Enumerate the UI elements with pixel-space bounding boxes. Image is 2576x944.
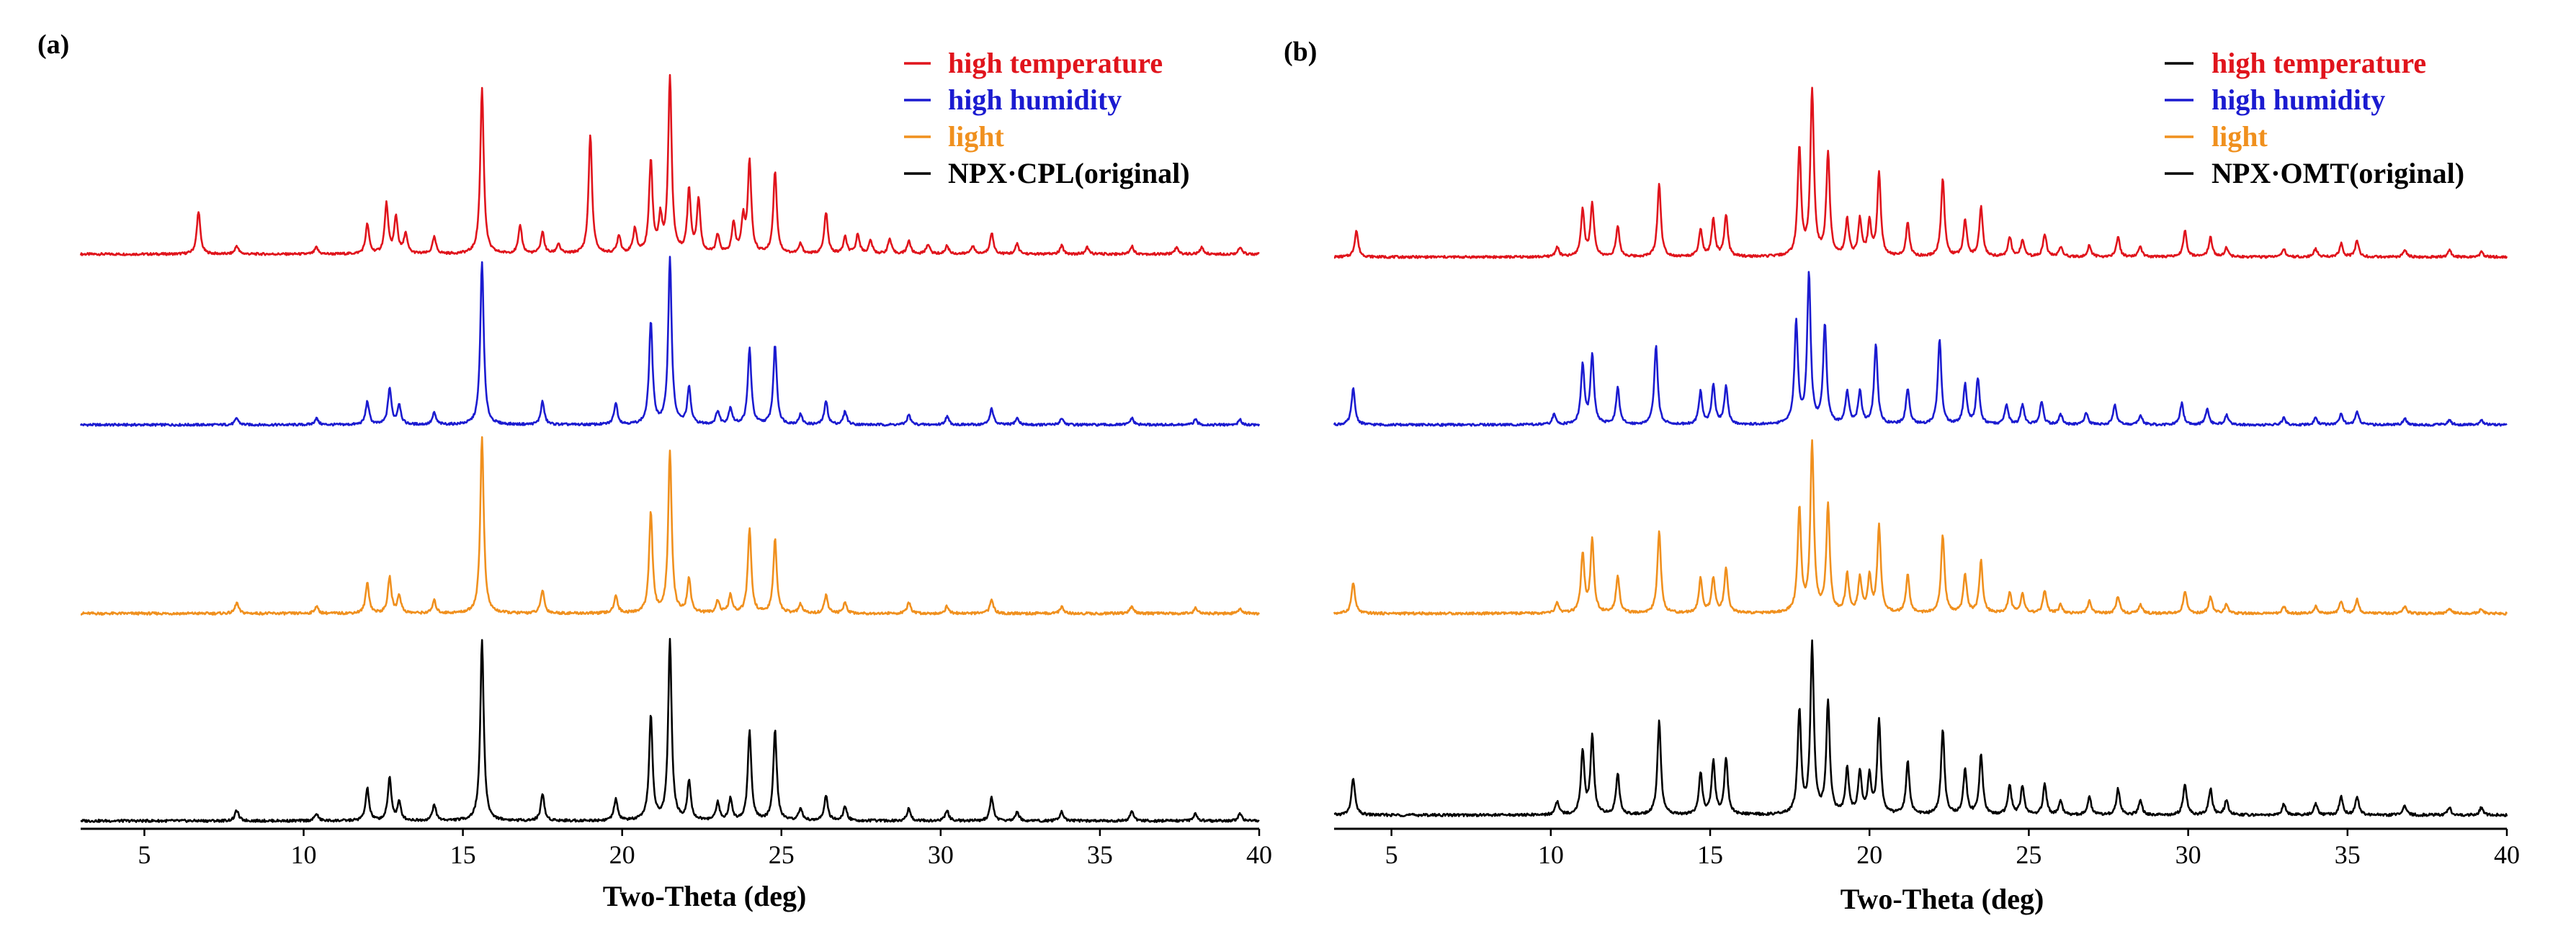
panel-b-x-axis: 5 10 15 20 25 30 35 40 [1334, 827, 2520, 869]
series-light-line [80, 436, 1261, 616]
x-tick-label: 20 [1856, 840, 1882, 869]
x-tick-label: 35 [2335, 840, 2361, 869]
legend-label: light [2211, 120, 2268, 153]
legend-label: high humidity [2211, 84, 2385, 116]
x-tick-label: 15 [1697, 840, 1723, 869]
x-tick-label: 30 [928, 840, 954, 869]
x-tick-label: 35 [1087, 840, 1113, 869]
x-tick-label: 5 [138, 840, 151, 869]
x-tick-label: 40 [1246, 840, 1272, 869]
legend-label: high temperature [948, 47, 1163, 79]
series-high-humidity-line [79, 256, 1261, 427]
panel-b-legend: high temperature high humidity light NPX·OM… [2165, 47, 2464, 189]
series-npx-omt-original-line [1333, 639, 2508, 817]
panel-a-label: (a) [37, 30, 69, 60]
panel-b-label: (b) [1284, 37, 1317, 67]
x-tick-label: 25 [2016, 840, 2041, 869]
panel-a-x-axis: 5 10 15 20 25 30 35 40 [81, 827, 1272, 869]
x-tick-label: 15 [450, 840, 476, 869]
x-tick-label: 30 [2175, 840, 2201, 869]
panel-a-x-axis-title: Two-Theta (deg) [603, 880, 807, 912]
series-light-line [1333, 439, 2508, 616]
panel-a-series [79, 73, 1261, 823]
series-high-temperature-line [79, 73, 1260, 256]
x-tick-label: 10 [291, 840, 317, 869]
x-tick-label: 40 [2494, 840, 2520, 869]
legend-label: NPX·OMT(original) [2211, 157, 2464, 189]
panel-b-series [1333, 86, 2508, 817]
series-high-temperature-line [1333, 86, 2508, 259]
x-tick-label: 5 [1385, 840, 1398, 869]
legend-label: light [948, 120, 1004, 153]
legend-label: NPX·CPL(original) [948, 157, 1190, 189]
panel-b-x-axis-title: Two-Theta (deg) [1841, 883, 2044, 915]
x-tick-label: 10 [1538, 840, 1564, 869]
panel-b: (b) 5 10 15 20 25 30 35 40 high temperaturehigh… [1284, 37, 2520, 915]
series-npx-cpl-original-line [80, 637, 1260, 823]
panel-a: (a) 5 10 15 20 25 30 35 40 high temperaturehigh… [37, 30, 1272, 912]
legend-label: high temperature [2211, 47, 2426, 79]
panel-a-legend: high temperature high humidity light NPX·CP… [904, 47, 1190, 189]
x-tick-label: 20 [609, 840, 635, 869]
legend-label: high humidity [948, 84, 1122, 116]
x-tick-label: 25 [769, 840, 795, 869]
series-high-humidity-line [1333, 271, 2508, 427]
